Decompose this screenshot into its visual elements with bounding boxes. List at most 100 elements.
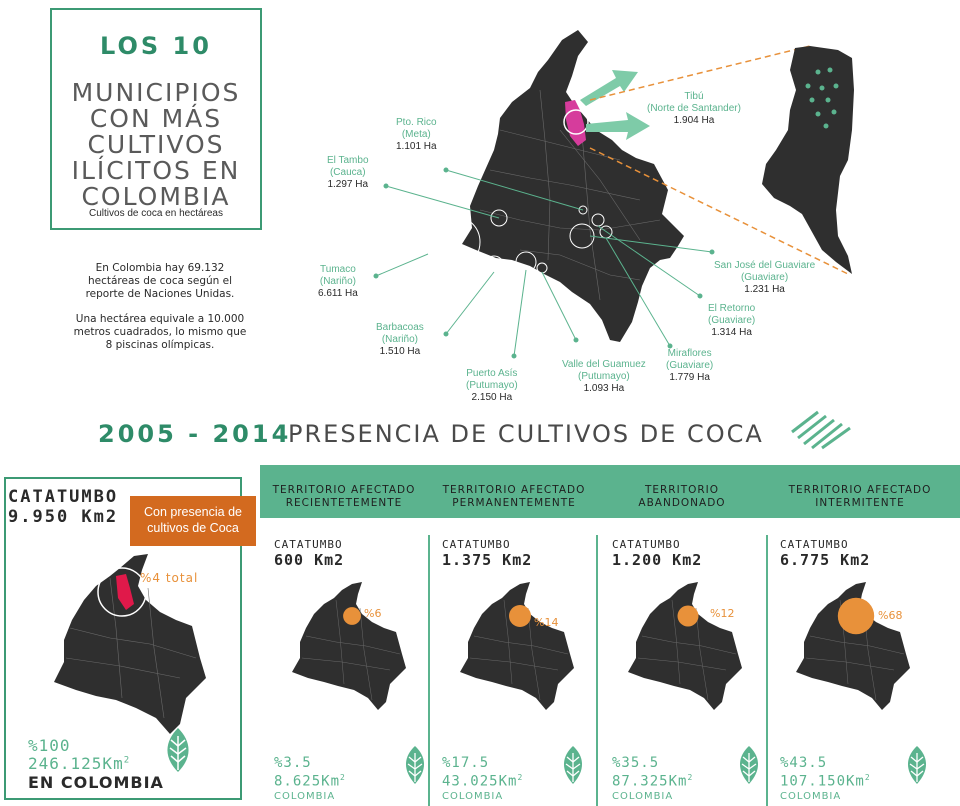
arrow-icon xyxy=(580,70,638,106)
catatumbo-pct: %4 total xyxy=(140,571,199,585)
panel-1-area: 600 Km2 xyxy=(274,551,345,569)
label-tumaco: Tumaco (Nariño) 6.611 Ha xyxy=(318,264,358,299)
colombia-main-map xyxy=(373,30,854,359)
panel-1-map xyxy=(292,582,406,710)
panel-3-country: COLOMBIA xyxy=(612,791,674,802)
title-box: LOS 10 MUNICIPIOS CON MÁS CULTIVOS ILÍCI… xyxy=(50,8,262,230)
leaf-icon xyxy=(405,746,425,784)
label-puerto-asis: Puerto Asís (Putumayo) 2.150 Ha xyxy=(466,368,518,403)
catatumbo-badge: Con presencia de cultivos de Coca xyxy=(130,496,256,546)
tibu-circle xyxy=(563,109,589,135)
panel-header-4: TERRITORIO AFECTADO INTERMITENTE xyxy=(788,484,932,509)
panel-4-km: 107.150Km2 xyxy=(780,773,871,790)
panel-4-km-value: 107.150Km xyxy=(780,773,865,790)
panel-2-bubble-label: %14 xyxy=(534,616,559,629)
catatumbo-title: CATATUMBO 9.950 Km2 xyxy=(8,487,118,527)
panel-header-3: TERRITORIO ABANDONADO xyxy=(638,484,726,509)
panel-2-km: 43.025Km2 xyxy=(442,773,523,790)
intro-paragraph-1: En Colombia hay 69.132 hectáreas de coca… xyxy=(85,262,235,300)
panel-divider xyxy=(428,535,430,806)
panel-2-area: 1.375 Km2 xyxy=(442,551,533,569)
panel-3-pct: %35.5 xyxy=(612,755,660,771)
title-line: CON MÁS xyxy=(89,104,223,133)
colombia-shape xyxy=(460,582,574,710)
panel-3-map xyxy=(628,582,742,710)
km-superscript: 2 xyxy=(123,755,131,766)
panel-3-region: CATATUMBO xyxy=(612,538,681,551)
panel-4-bubble-label: %68 xyxy=(878,609,903,622)
panel-2-km-value: 43.025Km xyxy=(442,773,518,790)
panel-2-region: CATATUMBO xyxy=(442,538,511,551)
panel-1-region: CATATUMBO xyxy=(274,538,343,551)
title-los-10: LOS 10 xyxy=(100,32,212,60)
catatumbo-bubble xyxy=(837,597,875,635)
tibu-inset-dots xyxy=(805,67,839,129)
panel-2-country: COLOMBIA xyxy=(442,791,504,802)
intro-text: En Colombia hay 69.132 hectáreas de coca… xyxy=(70,262,250,364)
label-el-tambo: El Tambo (Cauca) 1.297 Ha xyxy=(327,155,369,190)
panel-3-area: 1.200 Km2 xyxy=(612,551,703,569)
colombia-total-km: 246.125Km2 xyxy=(28,754,130,773)
panel-3-km-value: 87.325Km xyxy=(612,773,688,790)
title-line: ILÍCITOS EN xyxy=(71,156,241,185)
catatumbo-bubble xyxy=(509,605,531,627)
colombia-total-pct: %100 xyxy=(28,736,71,755)
colombia-shape xyxy=(292,582,406,710)
panel-2-map xyxy=(460,582,574,710)
title-line: CULTIVOS xyxy=(87,130,225,159)
heading-text: PRESENCIA DE CULTIVOS DE COCA xyxy=(288,420,764,448)
intro-paragraph-2: Una hectárea equivale a 10.000 metros cu… xyxy=(73,313,247,351)
catatumbo-box xyxy=(4,477,242,800)
label-barbacoas: Barbacoas (Nariño) 1.510 Ha xyxy=(376,322,424,357)
km-superscript: 2 xyxy=(864,773,871,782)
panel-header-2: TERRITORIO AFECTADO PERMANENTEMENTE xyxy=(442,484,586,509)
leaf-icon xyxy=(167,728,189,772)
label-miraflores: Miraflores (Guaviare) 1.779 Ha xyxy=(666,348,714,383)
dashed-leader xyxy=(589,45,811,101)
catatumbo-bubble xyxy=(677,605,699,627)
panel-1-km-value: 8.625Km xyxy=(274,773,341,790)
leader-lines xyxy=(373,167,715,359)
catatumbo-area: 9.950 Km2 xyxy=(8,507,119,527)
label-valle-guamuez: Valle del Guamuez (Putumayo) 1.093 Ha xyxy=(562,359,646,394)
panels-header-band xyxy=(260,465,960,518)
title-subtitle: Cultivos de coca en hectáreas xyxy=(89,208,223,219)
title-main: MUNICIPIOS CON MÁS CULTIVOS ILÍCITOS EN … xyxy=(52,80,260,210)
arrow-icon xyxy=(586,112,650,140)
panel-header-1: TERRITORIO AFECTADO RECIENTETEMENTE xyxy=(272,484,416,509)
label-el-retorno: El Retorno (Guaviare) 1.314 Ha xyxy=(708,303,756,338)
stripes-icon xyxy=(791,410,851,450)
colombia-shape xyxy=(796,582,910,710)
panel-4-area: 6.775 Km2 xyxy=(780,551,871,569)
panel-4-region: CATATUMBO xyxy=(780,538,849,551)
panel-4-pct: %43.5 xyxy=(780,755,828,771)
leaf-icon xyxy=(739,746,759,784)
panel-3-bubble-label: %12 xyxy=(710,607,735,620)
title-line: COLOMBIA xyxy=(81,182,231,211)
catatumbo-bubble xyxy=(343,607,361,625)
panel-3-km: 87.325Km2 xyxy=(612,773,693,790)
km-superscript: 2 xyxy=(687,773,694,782)
label-tibu: Tibú (Norte de Santander) 1.904 Ha xyxy=(647,91,741,126)
title-line: MUNICIPIOS xyxy=(71,78,241,107)
heading-years: 2005 - 2014 xyxy=(98,420,292,448)
colombia-shape xyxy=(628,582,742,710)
panel-divider xyxy=(766,535,768,806)
label-san-jose-guaviare: San José del Guaviare (Guaviare) 1.231 H… xyxy=(714,260,816,295)
km-superscript: 2 xyxy=(340,773,346,782)
label-pto-rico: Pto. Rico (Meta) 1.101 Ha xyxy=(396,117,437,152)
panel-4-country: COLOMBIA xyxy=(780,791,842,802)
panel-1-bubble-label: %6 xyxy=(364,607,382,620)
department-boundaries xyxy=(479,89,661,301)
panel-1-pct: %3.5 xyxy=(274,755,312,771)
catatumbo-name: CATATUMBO xyxy=(8,487,119,507)
colombia-total-km-value: 246.125Km xyxy=(28,754,124,773)
catatumbo-map xyxy=(54,554,206,734)
colombia-shape xyxy=(462,30,684,342)
tibu-inset-shape xyxy=(762,46,854,274)
leaf-icon xyxy=(907,746,927,784)
km-superscript: 2 xyxy=(517,773,524,782)
panel-1-country: COLOMBIA xyxy=(274,791,336,802)
panel-1-km: 8.625Km2 xyxy=(274,773,346,790)
panel-2-pct: %17.5 xyxy=(442,755,490,771)
